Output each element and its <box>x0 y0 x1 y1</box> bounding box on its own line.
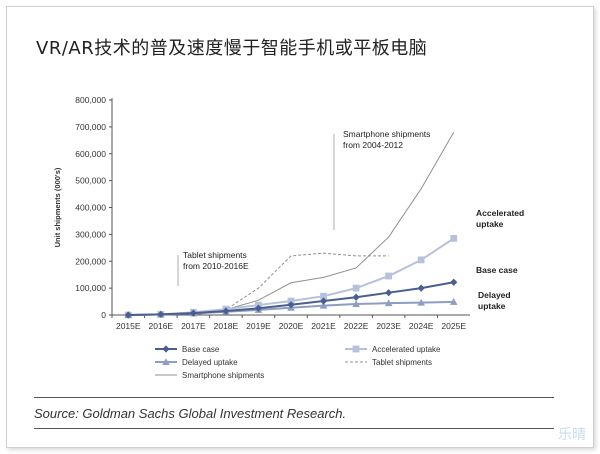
data-point <box>287 297 295 305</box>
top-rule <box>34 397 554 398</box>
series-line-smartphone-shipments <box>193 132 455 316</box>
data-point <box>449 298 458 305</box>
y-tick-label: 200,000 <box>75 256 106 266</box>
annotation-tablet: Tablet shipments <box>183 250 247 260</box>
data-point <box>450 278 458 286</box>
data-point <box>352 300 360 307</box>
page-title: VR/AR技术的普及速度慢于智能手机或平板电脑 <box>36 38 428 59</box>
x-tick-label: 2024E <box>409 321 434 331</box>
legend-marker <box>162 358 170 365</box>
annotation-accelerated: uptake <box>476 219 504 229</box>
x-tick-label: 2020E <box>279 321 304 331</box>
data-point <box>319 301 328 309</box>
legend-marker <box>352 345 360 353</box>
annotation-base: Base case <box>476 265 518 275</box>
data-point <box>352 293 360 301</box>
x-tick-label: 2017E <box>181 321 206 331</box>
legend-label: Delayed uptake <box>182 358 238 367</box>
y-tick-label: 700,000 <box>75 122 106 132</box>
x-tick-label: 2023E <box>376 321 401 331</box>
y-tick-label: 400,000 <box>75 203 106 213</box>
data-point <box>352 284 360 292</box>
data-point <box>222 307 230 315</box>
y-tick-label: 600,000 <box>75 149 106 159</box>
legend-marker <box>162 345 170 353</box>
y-tick-label: 100,000 <box>75 283 106 293</box>
data-point <box>417 284 425 292</box>
data-point <box>124 311 132 319</box>
y-tick-label: 500,000 <box>75 176 106 186</box>
data-point <box>189 309 197 317</box>
data-point <box>384 299 393 307</box>
data-point <box>287 301 295 309</box>
legend-label: Smartphone shipments <box>182 371 264 380</box>
source-note: Source: Goldman Sachs Global Investment … <box>34 406 347 421</box>
data-point <box>319 297 328 305</box>
x-tick-label: 2016E <box>149 321 174 331</box>
data-point <box>385 272 393 280</box>
annotation-smartphone: from 2004-2012 <box>343 140 403 150</box>
annotation-smartphone: Smartphone shipments <box>343 129 430 139</box>
annotation-accelerated: Accelerated <box>476 208 524 218</box>
x-tick-label: 2015E <box>116 321 141 331</box>
data-point <box>417 298 425 306</box>
chart-frame <box>6 6 594 448</box>
data-point <box>157 310 165 318</box>
x-tick-label: 2025E <box>441 321 466 331</box>
y-tick-label: 0 <box>101 310 106 320</box>
data-point <box>254 304 263 312</box>
data-point <box>450 235 458 242</box>
x-tick-label: 2022E <box>344 321 369 331</box>
annotation-delayed: uptake <box>478 301 506 311</box>
legend-label: Base case <box>182 345 220 354</box>
legend-label: Tablet shipments <box>372 358 432 367</box>
y-axis-label: Unit shipments (000's) <box>53 167 62 247</box>
legend-label: Accelerated uptake <box>372 345 441 354</box>
annotation-delayed: Delayed <box>478 290 511 300</box>
data-point <box>320 292 327 300</box>
y-tick-label: 300,000 <box>75 229 106 239</box>
data-point <box>385 289 393 297</box>
bottom-rule <box>34 428 554 429</box>
x-tick-label: 2021E <box>311 321 336 331</box>
x-tick-label: 2019E <box>246 321 271 331</box>
y-tick-label: 800,000 <box>75 95 106 105</box>
data-point <box>417 256 425 264</box>
x-tick-label: 2018E <box>214 321 239 331</box>
annotation-tablet: from 2010-2016E <box>183 261 249 271</box>
watermark-logo: 乐晴 <box>558 427 586 443</box>
